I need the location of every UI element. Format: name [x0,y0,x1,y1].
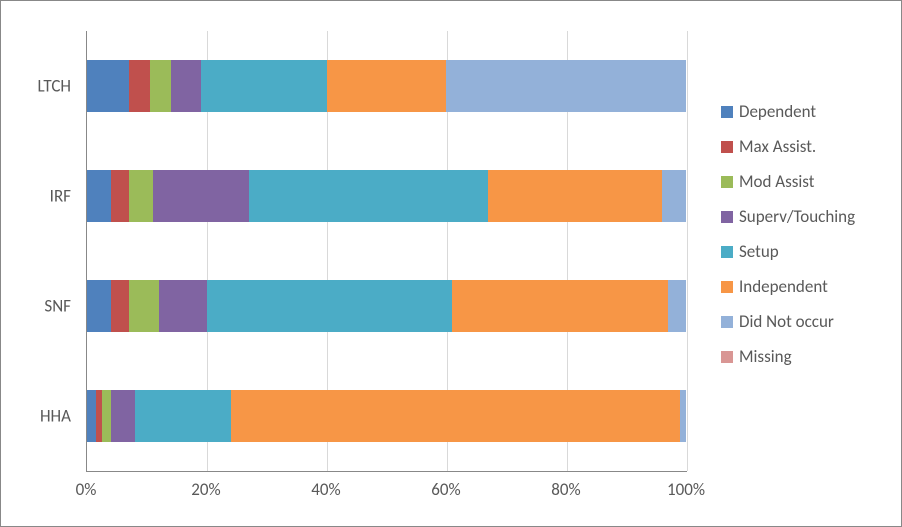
legend-item: Mod Assist [721,171,855,192]
bar-segment-setup [249,170,489,222]
legend-label: Max Assist. [739,136,816,157]
legend-swatch [721,316,733,328]
x-axis-label: 0% [76,479,97,500]
legend-swatch [721,176,733,188]
legend-swatch [721,351,733,363]
bar-segment-superv [111,390,135,442]
bar-row [87,390,687,442]
legend-label: Missing [739,346,792,367]
bar-segment-mod_assist [150,60,171,112]
x-axis-label: 40% [311,479,340,500]
x-axis-label: 100% [667,479,705,500]
legend-swatch [721,141,733,153]
bar-row [87,280,687,332]
legend-label: Independent [739,276,828,297]
bar-segment-setup [207,280,453,332]
bar-row [87,170,687,222]
legend-label: Dependent [739,101,816,122]
legend-item: Dependent [721,101,855,122]
bar-segment-independent [452,280,668,332]
bar-segment-did_not_occur [662,170,686,222]
y-axis-label: SNF [1,296,71,317]
legend-label: Mod Assist [739,171,814,192]
legend-item: Max Assist. [721,136,855,157]
legend-item: Missing [721,346,855,367]
legend-item: Independent [721,276,855,297]
bar-segment-mod_assist [129,170,153,222]
bar-segment-did_not_occur [446,60,686,112]
bar-segment-max_assist [111,170,129,222]
x-axis-label: 80% [551,479,580,500]
bar-segment-dependent [87,390,96,442]
legend-item: Did Not occur [721,311,855,332]
bar-segment-dependent [87,60,129,112]
bar-segment-mod_assist [129,280,159,332]
bar-segment-independent [231,390,680,442]
bar-row [87,60,687,112]
bar-segment-setup [135,390,231,442]
bar-segment-mod_assist [102,390,111,442]
legend-label: Setup [739,241,779,262]
bar-segment-max_assist [111,280,129,332]
bar-segment-dependent [87,170,111,222]
x-axis-label: 60% [431,479,460,500]
legend-item: Setup [721,241,855,262]
bar-segment-superv [171,60,201,112]
bar-segment-independent [488,170,662,222]
bar-segment-setup [201,60,327,112]
legend-label: Did Not occur [739,311,834,332]
legend-swatch [721,211,733,223]
bar-segment-did_not_occur [668,280,686,332]
bar-segment-independent [327,60,447,112]
legend-label: Superv/Touching [739,206,855,227]
bar-segment-dependent [87,280,111,332]
legend-swatch [721,281,733,293]
y-axis-label: IRF [1,186,71,207]
legend: Dependent Max Assist. Mod Assist Superv/Tou… [721,101,855,381]
x-axis-label: 20% [191,479,220,500]
legend-item: Superv/Touching [721,206,855,227]
bar-segment-superv [153,170,249,222]
legend-swatch [721,246,733,258]
y-axis-label: LTCH [1,76,71,97]
plot-area [86,31,687,472]
legend-swatch [721,106,733,118]
chart-frame: LTCH IRF SNF HHA 0% 20% 40% 60% 80% 100% Depende… [0,0,902,527]
gridline [687,31,688,471]
bar-segment-superv [159,280,207,332]
bar-segment-max_assist [129,60,150,112]
bar-segment-did_not_occur [680,390,686,442]
y-axis-label: HHA [1,406,71,427]
